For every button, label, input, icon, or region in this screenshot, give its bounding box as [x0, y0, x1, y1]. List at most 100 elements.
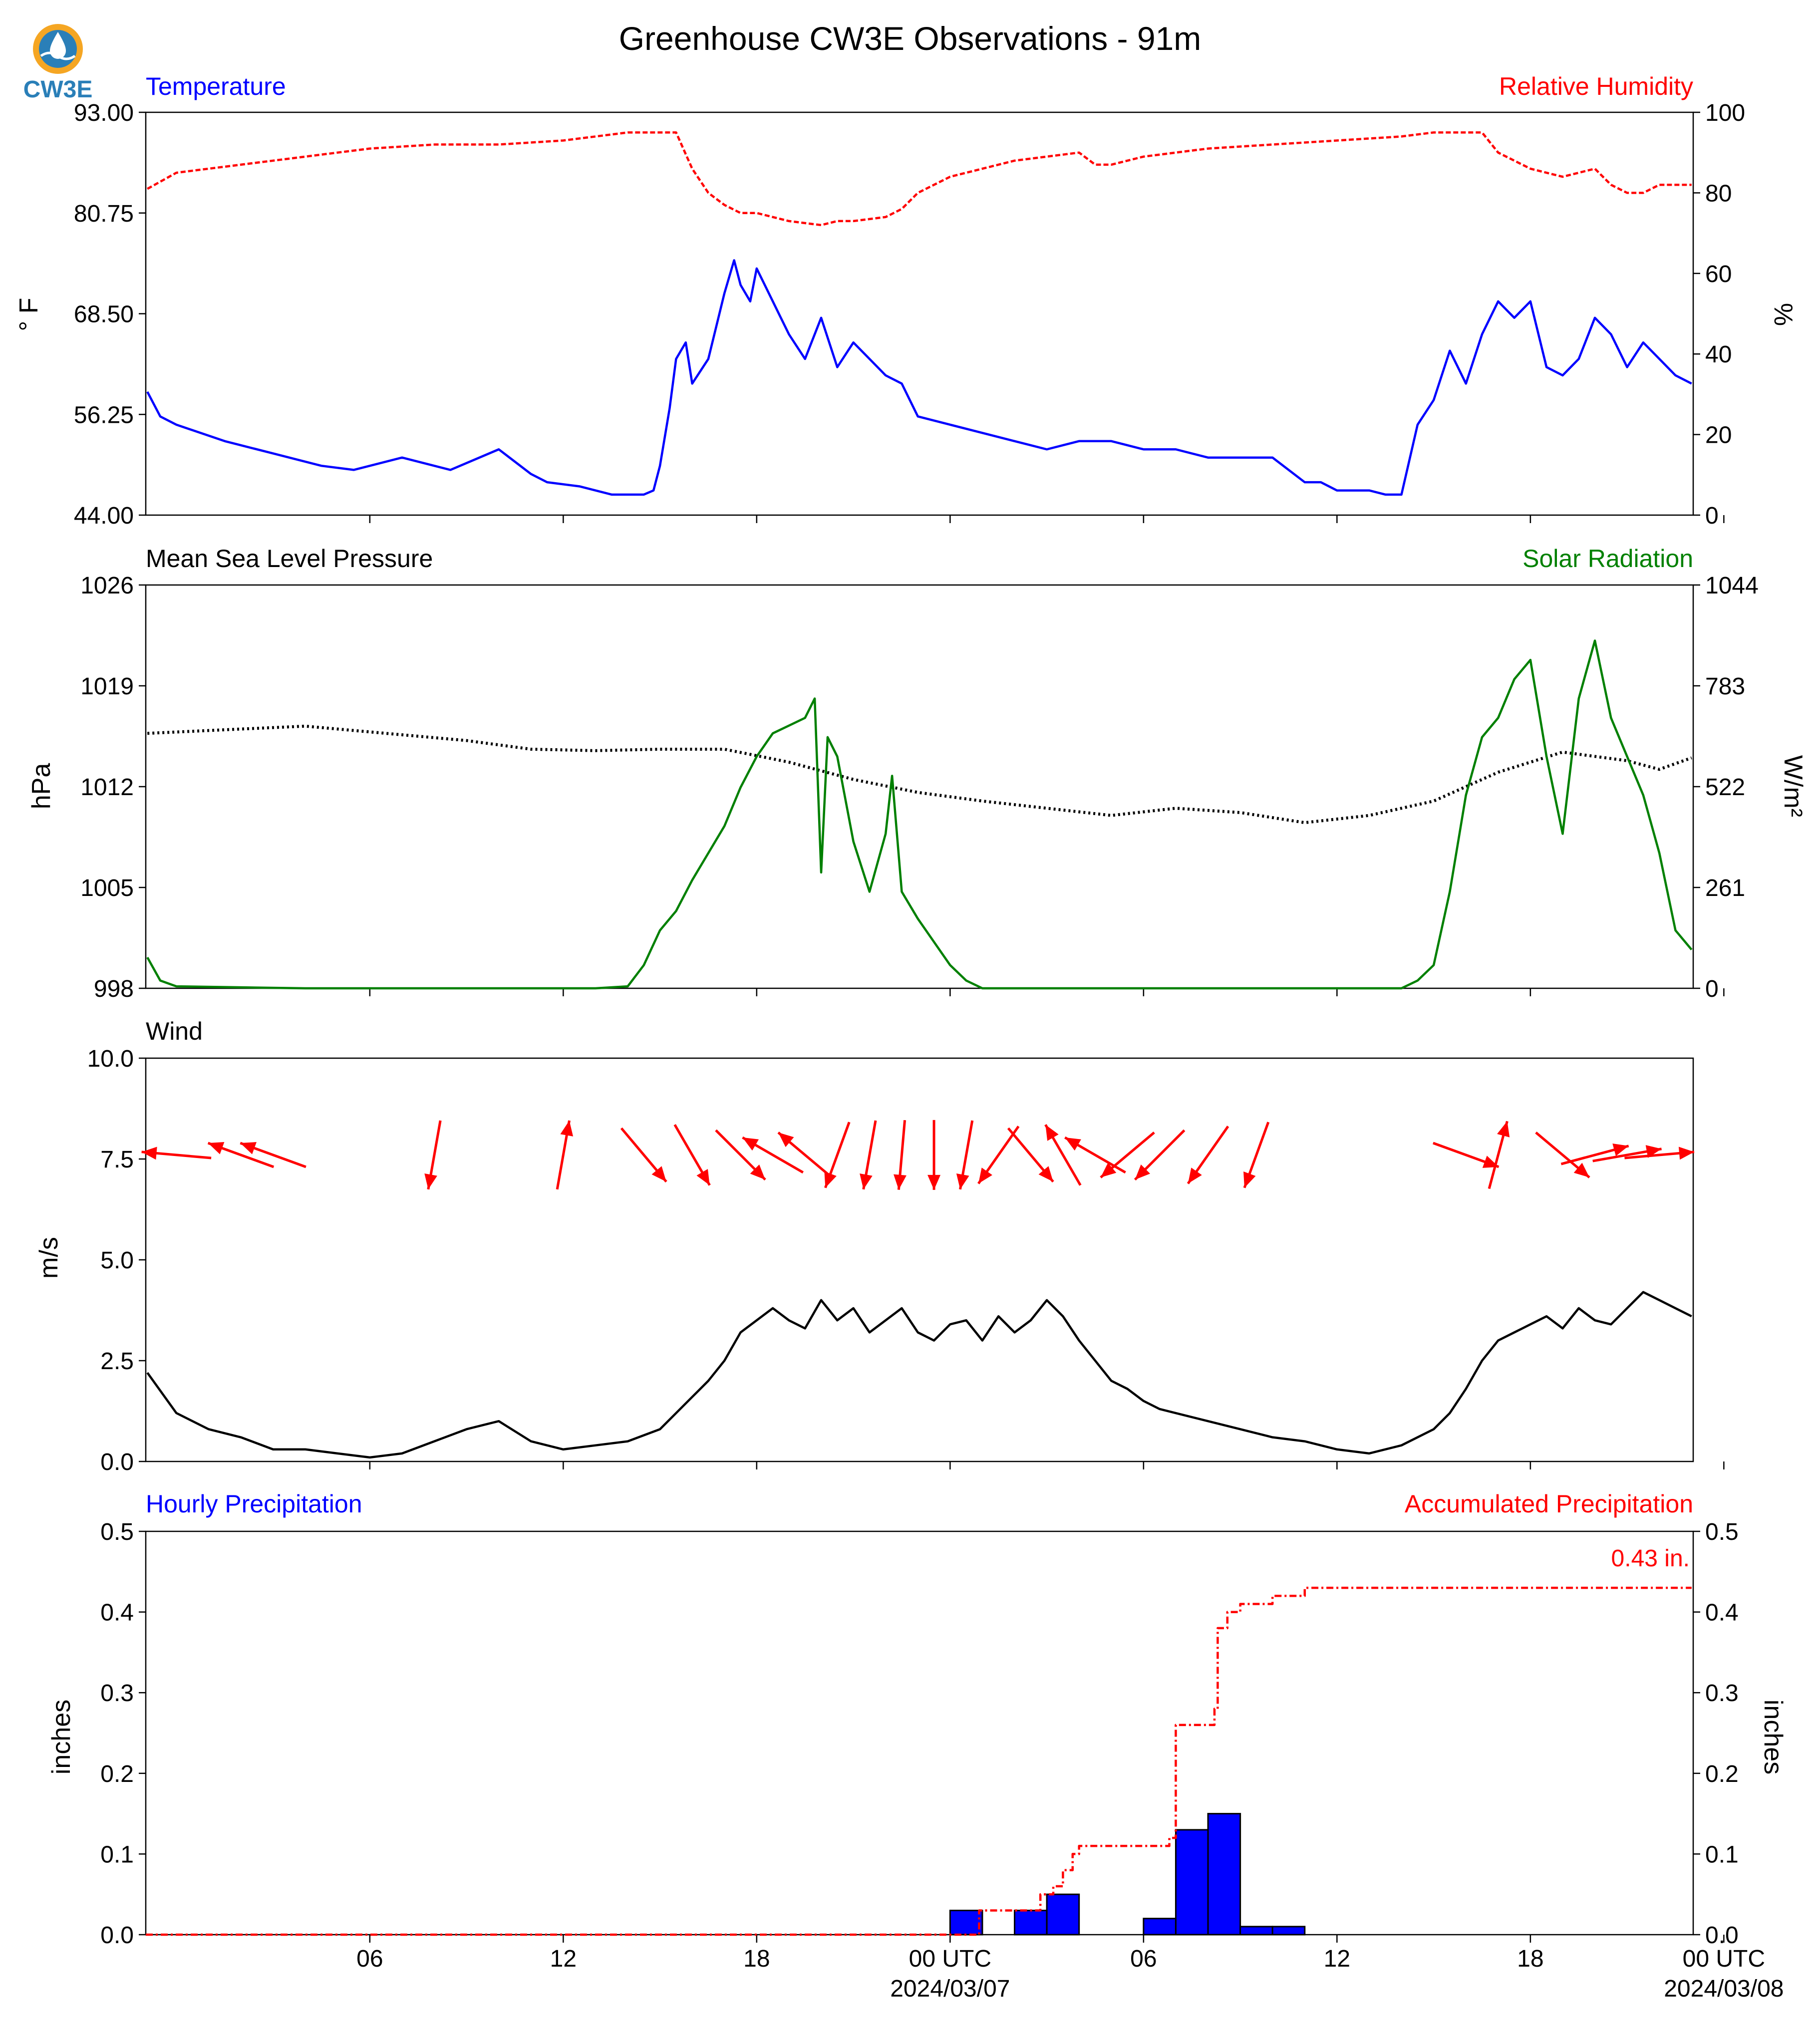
wind-arrow: [1535, 1132, 1590, 1178]
plot-frame: [145, 1057, 1694, 1462]
wind-arrow: [620, 1127, 667, 1183]
y2-tick-label: 0.3: [1705, 1680, 1739, 1707]
precip-bar: [949, 1910, 983, 1936]
x-tick-label: 18: [1517, 1946, 1543, 1972]
y2-tick-label: 80: [1705, 180, 1732, 207]
wind-arrow: [927, 1120, 941, 1190]
y-tick-label: 44.00: [74, 503, 134, 529]
y-tick-label: 0.4: [100, 1600, 134, 1626]
y-tick-label: 5.0: [100, 1247, 134, 1274]
wind-arrow-head: [894, 1174, 907, 1190]
precip-bar: [1271, 1926, 1306, 1936]
panel-precipitation: Hourly Precipitation Accumulated Precipi…: [47, 1490, 1788, 1949]
logo-wave: [40, 51, 76, 60]
wind-arrow: [1560, 1144, 1629, 1165]
wind-arrow: [1243, 1122, 1270, 1188]
y2-tick-label: 100: [1705, 100, 1745, 126]
wind-arrow: [894, 1120, 907, 1190]
accum-total-annotation: 0.43 in.: [1611, 1545, 1690, 1572]
wind-arrow: [860, 1120, 877, 1190]
wind-arrow-head: [860, 1173, 873, 1189]
x-tick-label: 18: [743, 1946, 770, 1972]
y-tick-label: 0.3: [100, 1680, 134, 1707]
wind-arrow-head: [778, 1132, 794, 1148]
precip-right-axis-label: inches: [1759, 1700, 1788, 1774]
series-line: [146, 1291, 1692, 1459]
y-tick-label: 10.0: [87, 1046, 134, 1072]
wind-arrow: [1488, 1121, 1510, 1189]
y-tick-label: 1005: [80, 875, 134, 901]
y-tick-label: 1026: [80, 573, 134, 599]
wind-arrow: [673, 1124, 711, 1186]
temperature-title: Temperature: [146, 72, 286, 100]
plot-frame: [145, 111, 1694, 516]
wind-arrow: [141, 1147, 212, 1160]
wind-arrow: [956, 1120, 974, 1190]
precip-bar: [1175, 1829, 1209, 1936]
y-tick-label: 7.5: [100, 1147, 134, 1173]
wind-arrow-head: [824, 1171, 837, 1188]
wind-arrow: [1007, 1127, 1054, 1183]
wind-arrow: [1433, 1142, 1500, 1168]
wind-arrow: [240, 1142, 306, 1168]
y2-tick-label: 1044: [1705, 573, 1759, 599]
precip-axis-label: inches: [47, 1700, 76, 1774]
y-tick-label: 1012: [80, 774, 134, 801]
wind-arrow: [742, 1136, 804, 1174]
panel-4-data: 0.0 0.1 0.2 0.3 0.4 0.5 0.0 0.1 0.2 0.3 0.4 0.5: [100, 1519, 1738, 1949]
wind-arrow-head: [560, 1120, 574, 1137]
wind-arrow: [207, 1142, 275, 1168]
precip-bar: [1046, 1893, 1080, 1936]
series-line: [147, 131, 1692, 227]
y2-tick-label: 20: [1705, 422, 1732, 449]
y-tick-label: 2.5: [100, 1348, 134, 1375]
pressure-title: Mean Sea Level Pressure: [146, 545, 433, 573]
pressure-axis-label: hPa: [27, 763, 56, 810]
wind-arrow-head: [424, 1173, 437, 1189]
plot-frame: [145, 584, 1694, 989]
wind-arrow-head: [750, 1164, 766, 1180]
wind-arrow-head: [1497, 1121, 1510, 1138]
y2-tick-label: 783: [1705, 673, 1745, 700]
wind-arrow: [1044, 1124, 1082, 1186]
x-tick-label: 00 UTC: [909, 1946, 991, 1972]
wind-arrow: [1624, 1147, 1695, 1160]
panel-temperature-humidity: Temperature Relative Humidity ° F % 44.0…: [14, 72, 1798, 529]
y-tick-label: 0.0: [100, 1449, 134, 1475]
wind-arrow-head: [1188, 1167, 1202, 1184]
x-tick-date-label: 2024/03/07: [890, 1976, 1010, 2002]
x-tick-label: 12: [1324, 1946, 1350, 1972]
wind-arrow: [1100, 1132, 1155, 1178]
y2-tick-label: 60: [1705, 261, 1732, 288]
panel-2-data: 998 1005 1012 1019 1026 0 261 522 783 1044: [80, 573, 1759, 1002]
wind-arrow-head: [141, 1147, 157, 1160]
y-tick-label: 68.50: [74, 301, 134, 328]
y-tick-label: 93.00: [74, 100, 134, 126]
precip-bar: [1014, 1910, 1048, 1936]
temperature-axis-label: ° F: [14, 297, 43, 331]
y2-tick-label: 0.2: [1705, 1761, 1739, 1787]
raindrop-icon: [50, 32, 66, 59]
y2-tick-label: 0.1: [1705, 1841, 1739, 1868]
precip-bar: [1207, 1813, 1241, 1936]
wind-arrow: [977, 1126, 1020, 1184]
accum-precip-title: Accumulated Precipitation: [1405, 1490, 1693, 1518]
wind-arrow: [1064, 1136, 1126, 1174]
plot-frame: [145, 1530, 1694, 1936]
series-line: [146, 1586, 1692, 1936]
series-line: [146, 259, 1692, 496]
wind-arrow-head: [208, 1142, 225, 1155]
wind-arrow-head: [1612, 1144, 1629, 1157]
wind-arrow-head: [956, 1173, 969, 1189]
logo-text: CW3E: [23, 76, 93, 103]
y-tick-label: 1019: [80, 673, 134, 700]
wind-arrow-head: [651, 1166, 666, 1182]
y-tick-label: 0.5: [100, 1519, 134, 1545]
figure-title: Greenhouse CW3E Observations - 91m: [619, 20, 1202, 57]
panel-pressure-solar: Mean Sea Level Pressure Solar Radiation …: [27, 545, 1808, 1002]
wind-arrow-head: [1100, 1162, 1117, 1177]
y2-tick-label: 0.0: [1705, 1922, 1739, 1949]
x-tick-date-label: 2024/03/08: [1664, 1976, 1784, 2002]
y-tick-label: 0.2: [100, 1761, 134, 1787]
